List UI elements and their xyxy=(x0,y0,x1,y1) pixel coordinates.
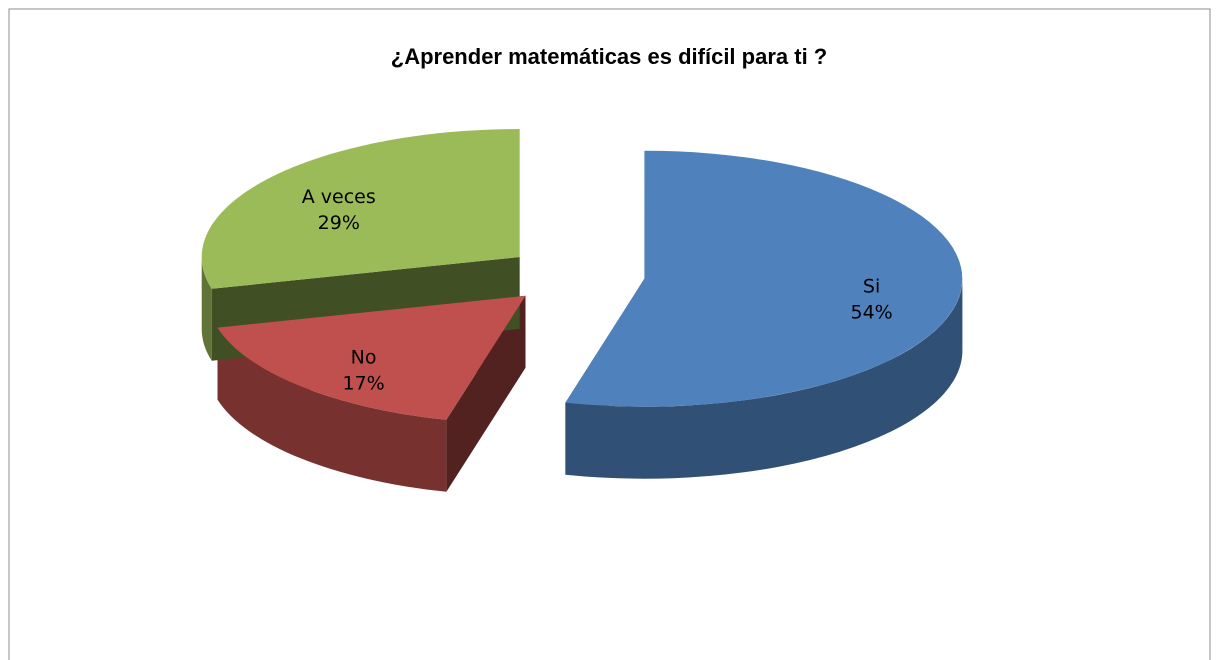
chart-title: ¿Aprender matemáticas es difícil para ti… xyxy=(391,44,827,69)
slice-value-label: 17% xyxy=(342,372,384,394)
slice xyxy=(217,295,526,420)
slice xyxy=(201,129,520,289)
slice-category-label: A veces xyxy=(302,186,376,208)
slice-value-label: 29% xyxy=(318,212,360,234)
slice-category-label: No xyxy=(351,346,377,368)
slice-value-label: 54% xyxy=(850,302,892,324)
slice-outer-wall xyxy=(217,327,447,492)
slice xyxy=(565,150,963,407)
slice-outer-wall xyxy=(565,278,963,479)
slice-category-label: Si xyxy=(863,276,880,298)
slice-outer-wall xyxy=(201,257,212,361)
